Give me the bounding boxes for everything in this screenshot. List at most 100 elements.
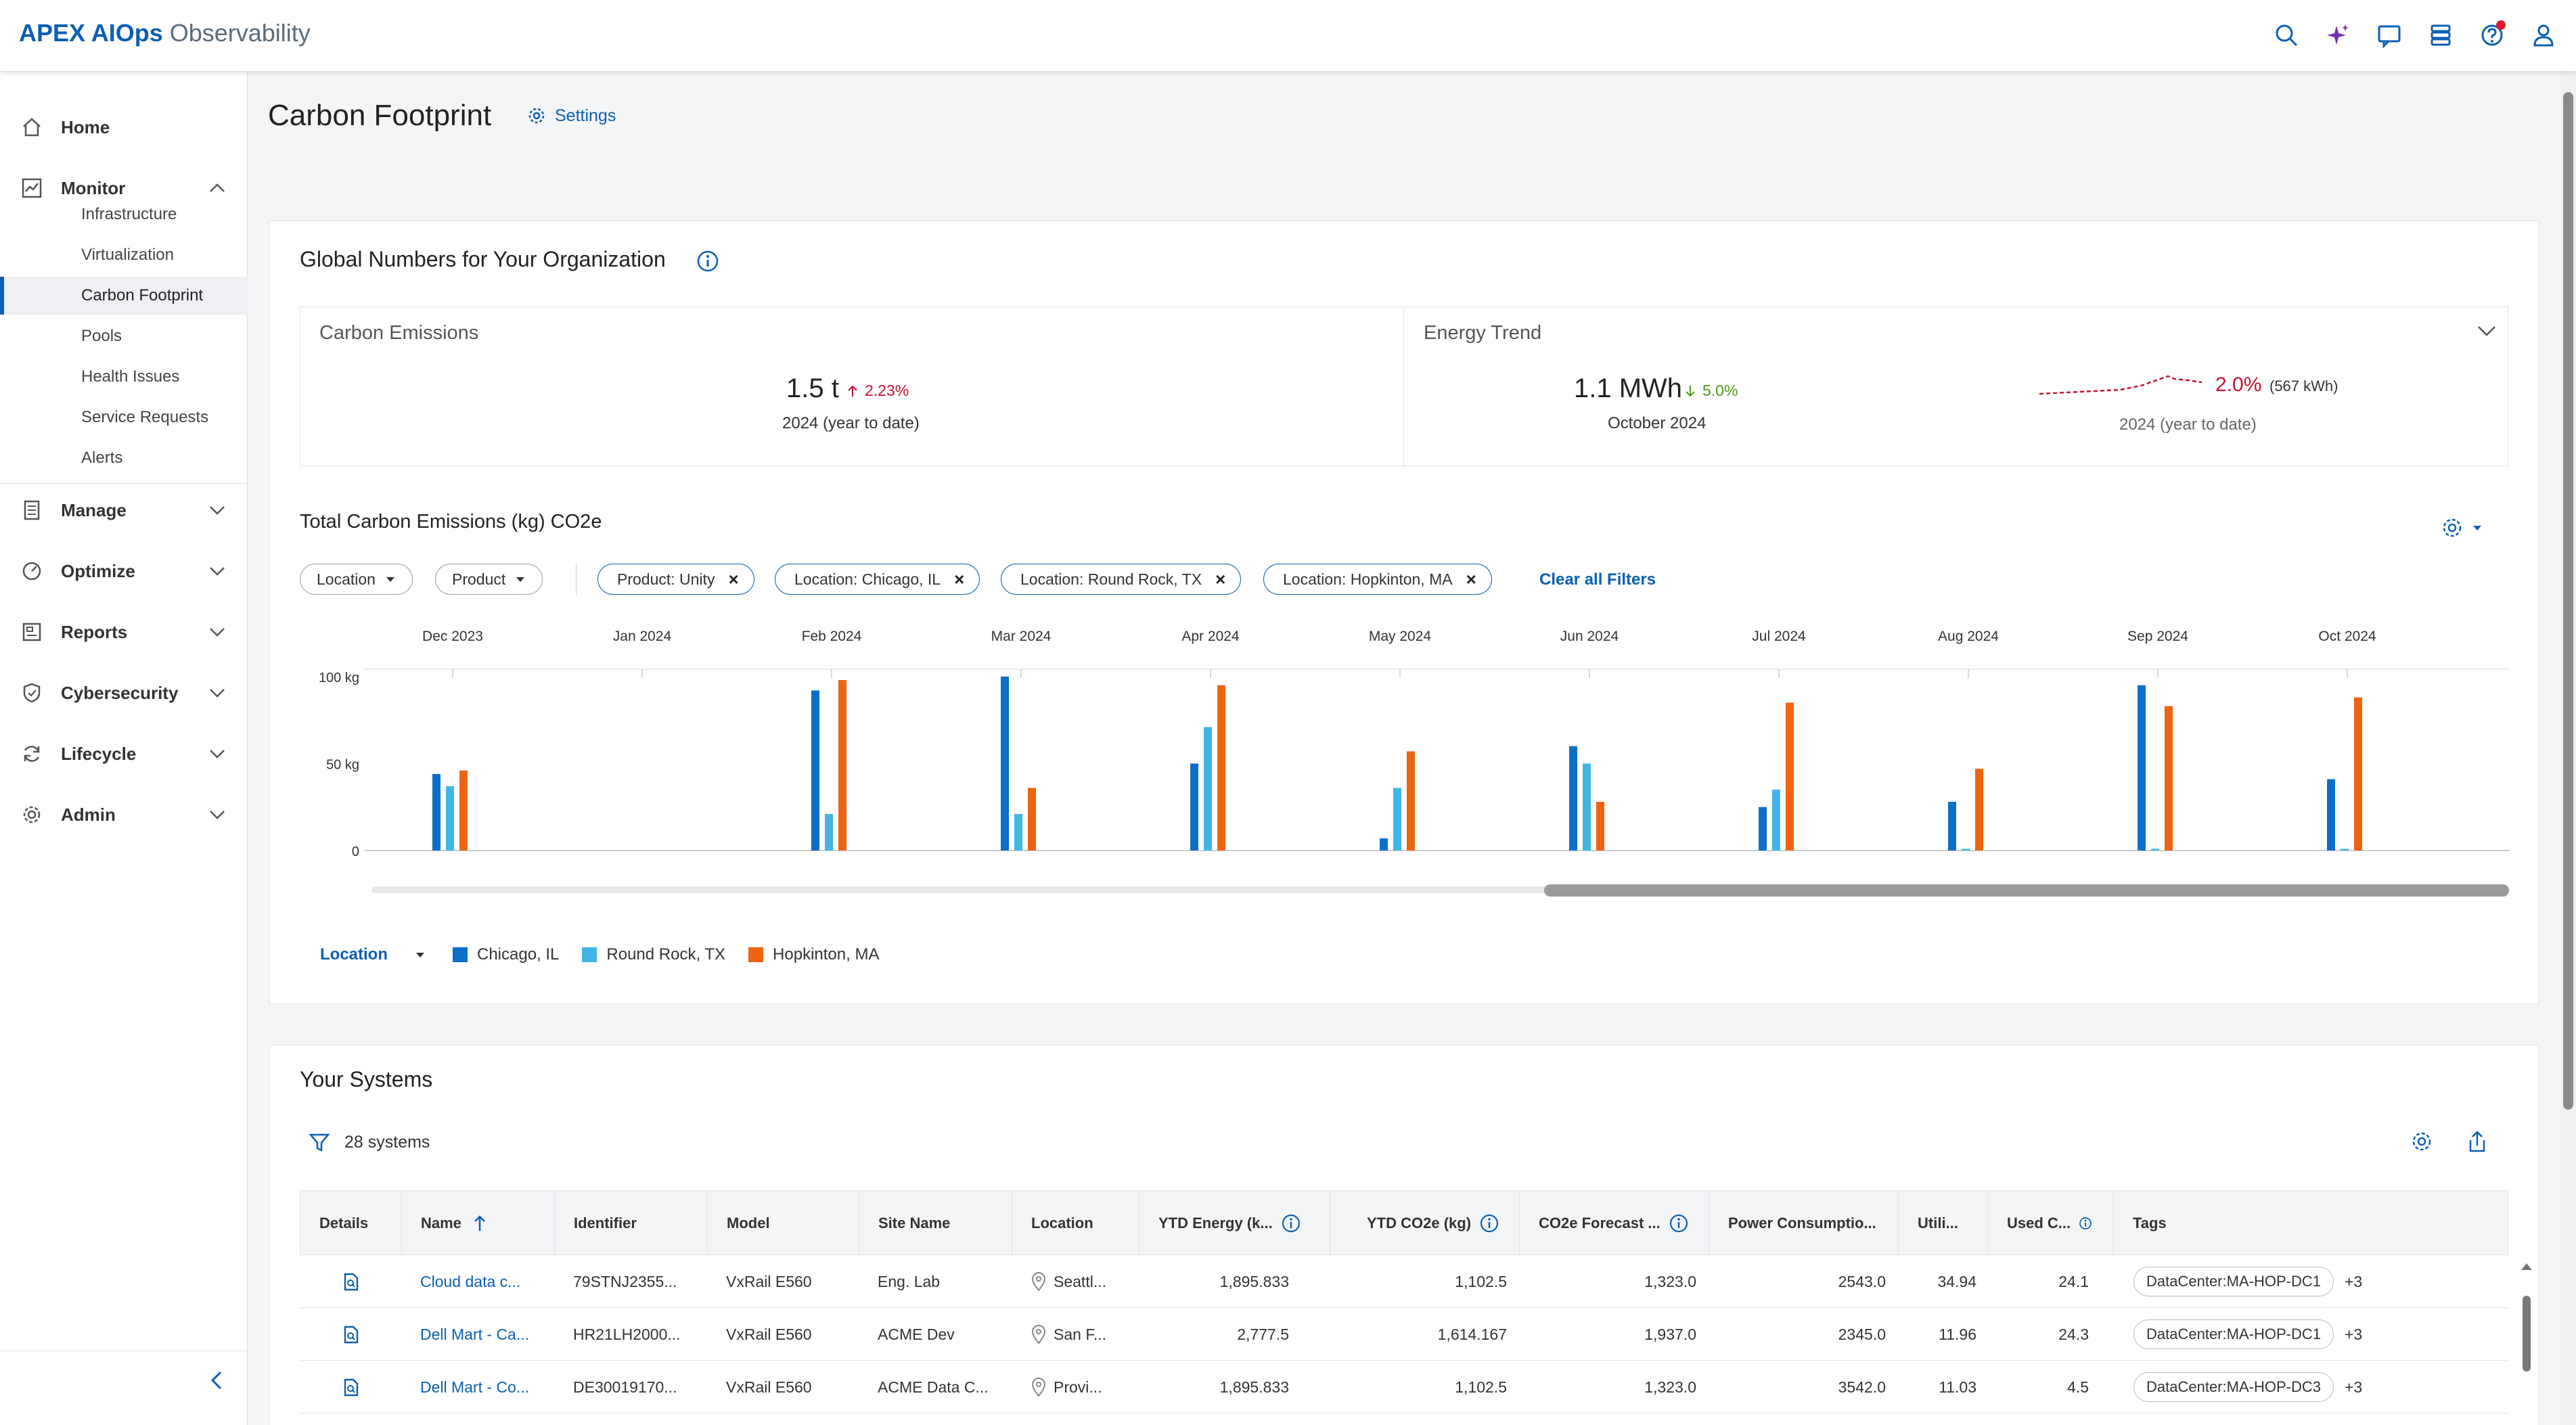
legend-item-chicago[interactable]: Chicago, IL [453,945,559,964]
page-scrollbar-thumb[interactable] [2563,92,2573,1110]
chevron-up-icon[interactable] [207,178,227,198]
sidebar-item-manage[interactable]: Manage [0,486,248,535]
sort-ascending-icon[interactable] [470,1213,490,1234]
tag-badge[interactable]: DataCenter:MA-HOP-DC1 [2133,1319,2334,1349]
filter-funnel-icon [309,1133,330,1152]
close-icon[interactable]: × [1215,568,1226,589]
settings-link[interactable]: Settings [526,106,616,126]
export-icon[interactable] [2465,1129,2489,1154]
tag-badge[interactable]: DataCenter:MA-HOP-DC3 [2133,1372,2334,1402]
table-scrollbar[interactable] [2519,1255,2534,1425]
info-icon[interactable] [696,250,719,273]
column-header-ytd-co2e[interactable]: YTD CO2e (kg) [1330,1191,1520,1256]
report-icon [20,620,43,643]
system-name-link[interactable]: Dell Mart - Co... [420,1378,530,1396]
sidebar-item-service-requests[interactable]: Service Requests [0,399,248,436]
chevron-down-icon[interactable] [207,683,227,703]
user-icon[interactable] [2530,22,2557,49]
close-icon[interactable]: × [954,568,965,589]
chevron-down-icon[interactable] [207,622,227,642]
chat-icon[interactable] [2376,22,2403,49]
sidebar-item-infrastructure[interactable]: Infrastructure [0,196,248,233]
sidebar-item-carbon-footprint[interactable]: Carbon Footprint [0,277,248,315]
storage-stack-icon[interactable] [2427,22,2454,49]
search-icon[interactable] [2273,22,2300,49]
table-row[interactable]: Cloud data c... 79STNJ2355... VxRail E560 E… [300,1255,2508,1308]
column-header-power-consumption[interactable]: Power Consumptio... [1709,1191,1899,1256]
product-filter-dropdown[interactable]: Product [435,564,543,595]
more-tags-count[interactable]: +3 [2344,1378,2363,1396]
details-document-icon[interactable] [340,1324,361,1344]
column-header-site-name[interactable]: Site Name [859,1191,1012,1256]
tag-badge[interactable]: DataCenter:MA-HOP-DC1 [2133,1267,2334,1296]
document-list-icon [20,499,43,522]
chevron-down-icon[interactable] [207,744,227,764]
chevron-down-icon[interactable] [207,561,227,581]
sidebar-item-cybersecurity[interactable]: Cybersecurity [0,669,248,717]
brand-suffix: Observability [162,19,311,47]
collapse-sidebar-button[interactable] [206,1369,229,1392]
chart-settings-button[interactable] [2441,516,2484,539]
clear-all-filters-link[interactable]: Clear all Filters [1539,570,1656,589]
page-scrollbar[interactable] [2560,72,2576,1425]
chevron-down-icon[interactable] [207,500,227,520]
column-header-name[interactable]: Name [402,1191,555,1256]
power-cell: 2345.0 [1838,1325,1886,1343]
info-icon[interactable] [1281,1213,1301,1234]
legend-item-hopkinton[interactable]: Hopkinton, MA [748,945,879,964]
x-tick-label: Jan 2024 [613,629,672,644]
sidebar-item-alerts[interactable]: Alerts [0,439,248,477]
info-icon[interactable] [1479,1213,1499,1234]
sidebar-item-admin[interactable]: Admin [0,790,248,839]
column-header-identifier[interactable]: Identifier [555,1191,708,1256]
filter-chip-location-round-rock[interactable]: Location: Round Rock, TX × [1001,564,1242,595]
table-row[interactable]: Dell Mart - Co... DE30019170... VxRail E56… [300,1361,2508,1413]
sidebar-item-lifecycle[interactable]: Lifecycle [0,729,248,778]
sidebar-item-home[interactable]: Home [0,103,248,152]
sidebar-item-monitor[interactable]: Monitor [0,164,248,212]
filter-chip-location-chicago[interactable]: Location: Chicago, IL × [775,564,980,595]
forecast-cell: 1,323.0 [1644,1272,1696,1290]
close-icon[interactable]: × [1466,568,1476,589]
sparkle-ai-icon[interactable] [2324,22,2351,49]
info-icon[interactable] [1669,1213,1689,1234]
sidebar-item-virtualization[interactable]: Virtualization [0,236,248,274]
y-tick-label: 50 kg [326,757,359,772]
column-header-utilization[interactable]: Utili... [1899,1191,1988,1256]
location-filter-dropdown[interactable]: Location [300,564,413,595]
sidebar-item-pools[interactable]: Pools [0,317,248,355]
table-row[interactable]: Dell Mart - Ca... HR21LH2000... VxRail E56… [300,1308,2508,1361]
sidebar-sub-label: Virtualization [81,246,174,264]
chevron-down-icon[interactable] [207,805,227,825]
column-header-details[interactable]: Details [300,1191,402,1256]
column-header-model[interactable]: Model [708,1191,859,1256]
column-header-used-capacity[interactable]: Used C... [1988,1191,2114,1256]
close-icon[interactable]: × [728,568,739,589]
column-header-co2e-forecast[interactable]: CO2e Forecast ... [1520,1191,1709,1256]
sidebar-item-reports[interactable]: Reports [0,608,248,656]
systems-filter[interactable]: 28 systems [308,1131,430,1154]
system-name-link[interactable]: Cloud data c... [420,1272,521,1290]
column-header-tags[interactable]: Tags [2114,1191,2509,1256]
gear-icon[interactable] [2410,1129,2434,1154]
chart-scroll-thumb[interactable] [1544,884,2509,897]
details-document-icon[interactable] [340,1377,361,1397]
system-name-link[interactable]: Dell Mart - Ca... [420,1325,530,1343]
sidebar-item-health-issues[interactable]: Health Issues [0,358,248,396]
filter-chip-location-hopkinton[interactable]: Location: Hopkinton, MA × [1263,564,1492,595]
filter-chip-product-unity[interactable]: Product: Unity × [597,564,754,595]
column-header-location[interactable]: Location [1012,1191,1139,1256]
more-tags-count[interactable]: +3 [2344,1325,2363,1343]
column-header-ytd-energy[interactable]: YTD Energy (k... [1139,1191,1330,1256]
app-brand[interactable]: APEX AIOps Observability [19,19,311,47]
help-icon[interactable] [2479,20,2506,49]
sidebar-item-optimize[interactable]: Optimize [0,547,248,595]
energy-trend-percent: 2.0% [2215,374,2262,396]
more-tags-count[interactable]: +3 [2344,1272,2363,1290]
legend-group-selector[interactable]: Location [320,945,426,964]
details-document-icon[interactable] [340,1271,361,1292]
chevron-down-icon[interactable] [2475,319,2498,342]
info-icon[interactable] [2079,1217,2092,1230]
energy-trend-kwh: (567 kWh) [2269,378,2338,394]
legend-item-round-rock[interactable]: Round Rock, TX [582,945,725,964]
